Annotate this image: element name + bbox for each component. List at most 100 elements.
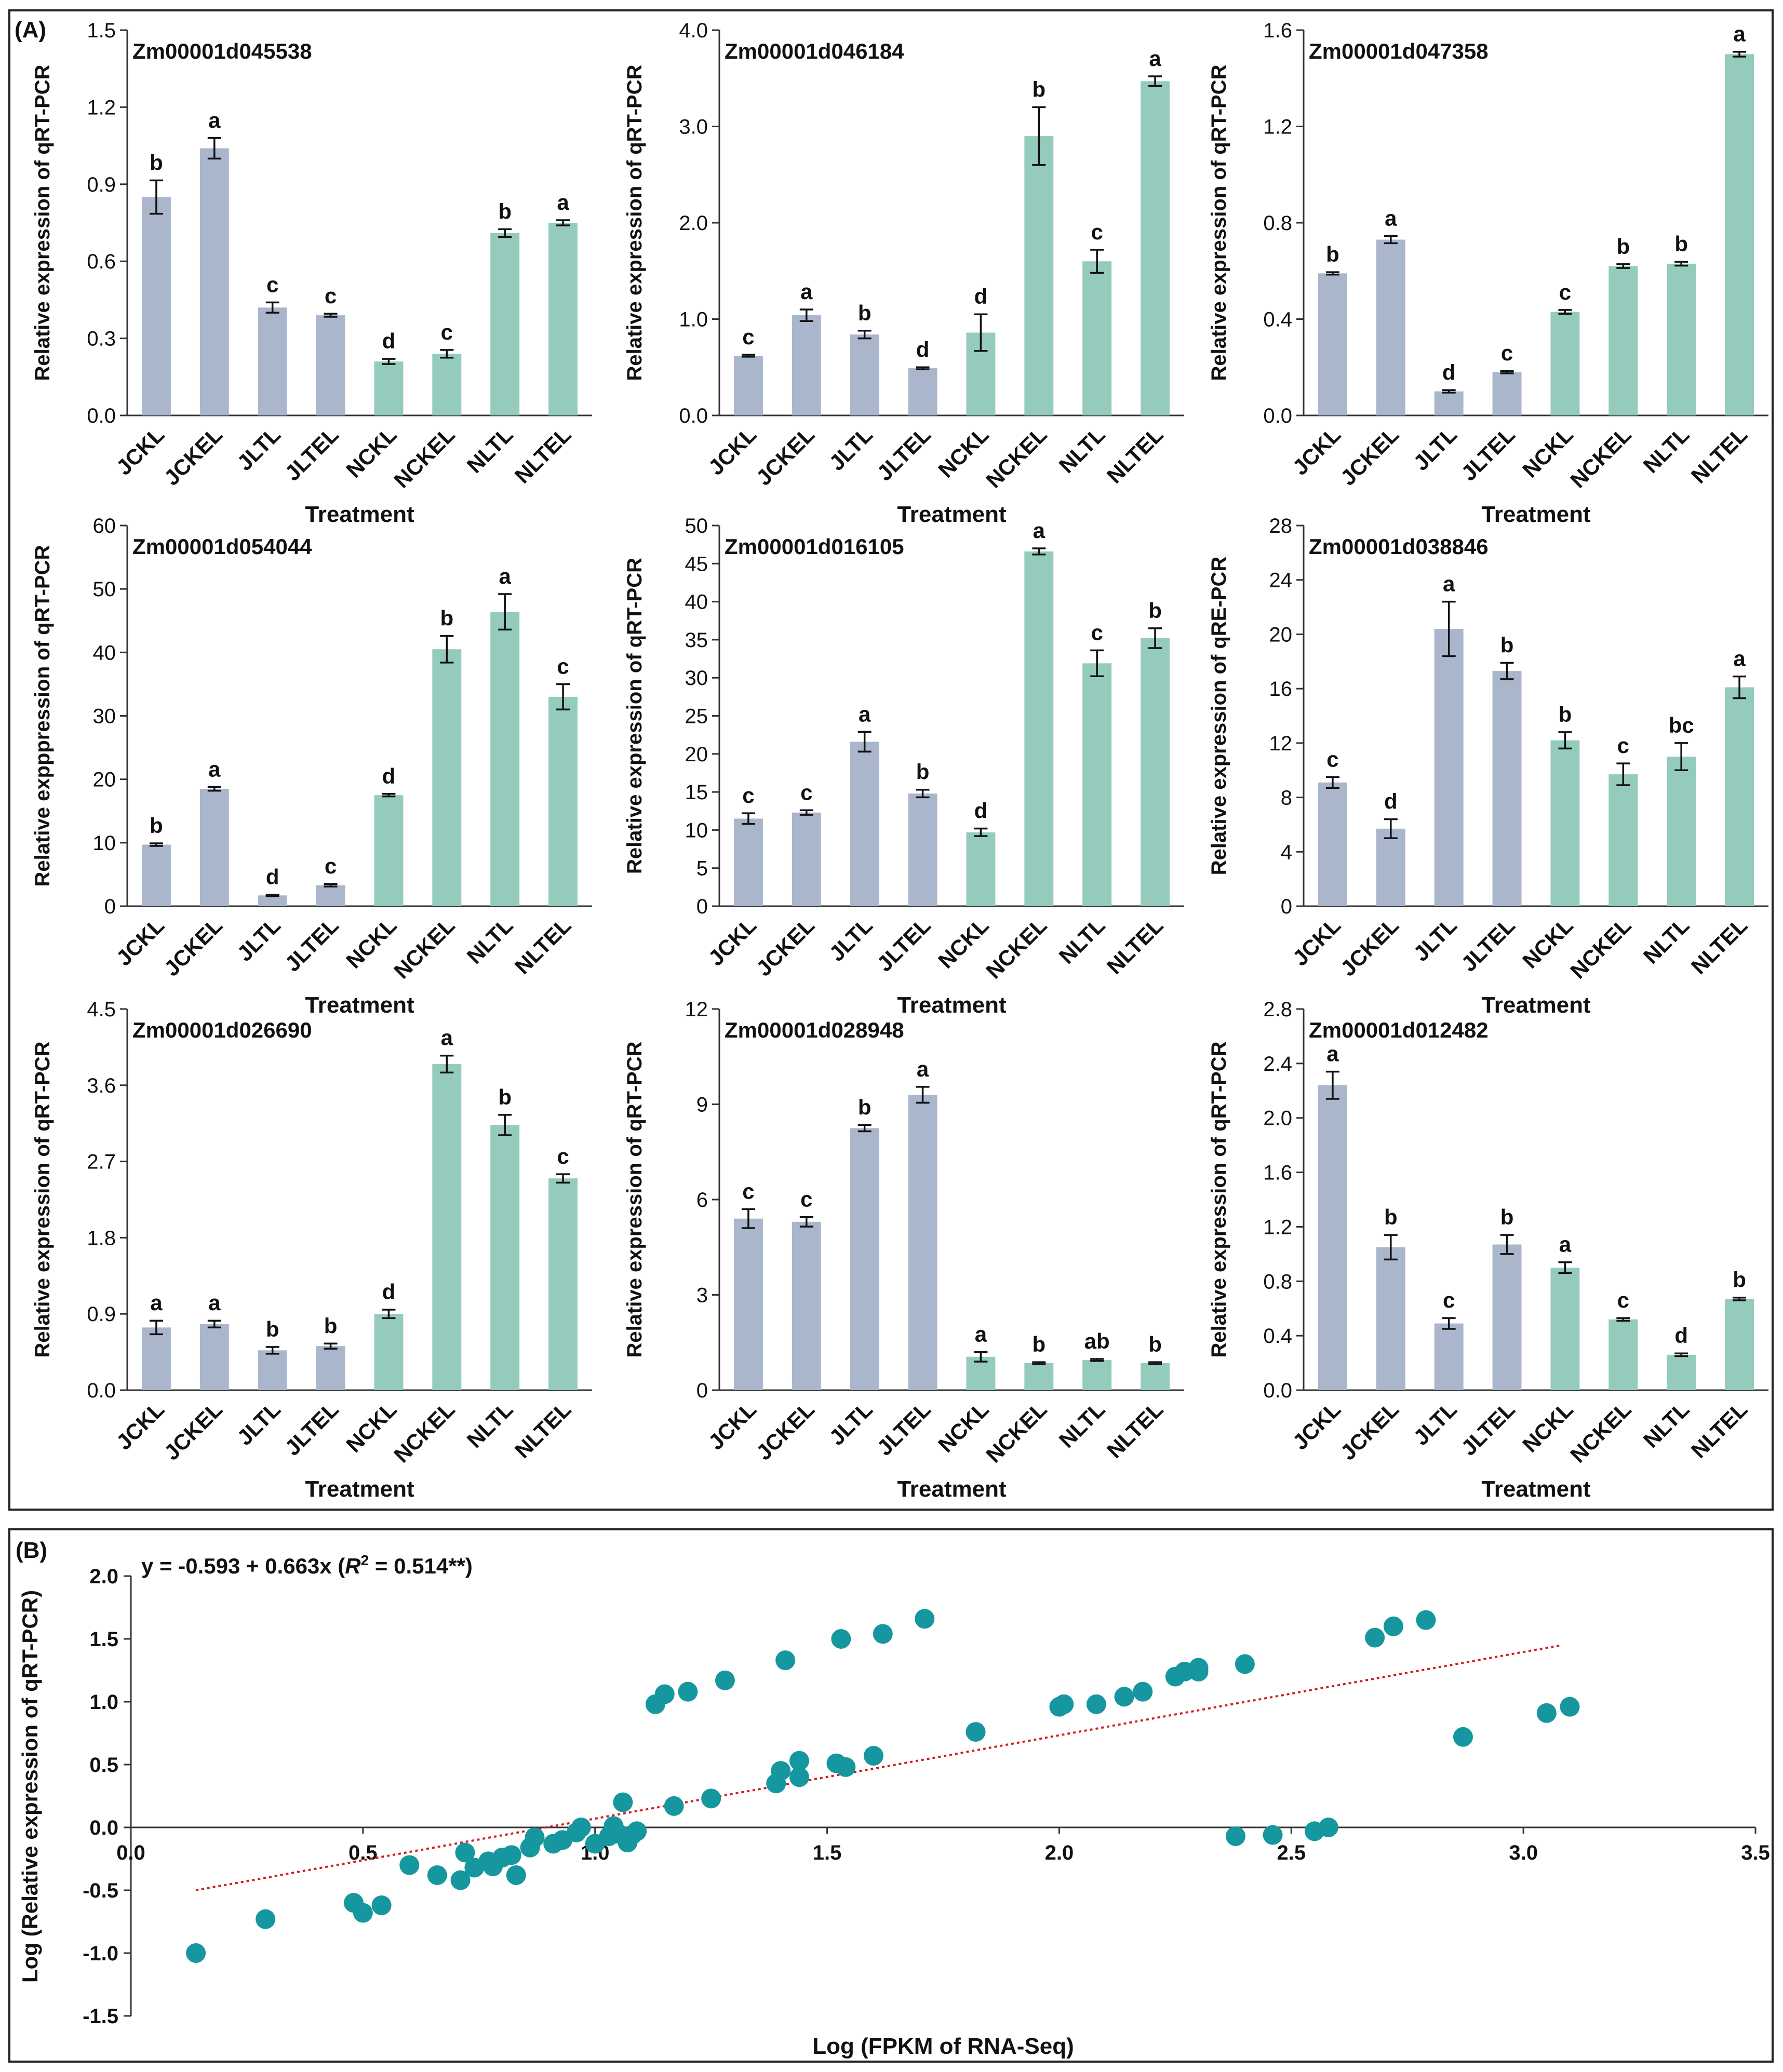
- y-axis-title: Relative expression of qRT-PCR: [31, 1041, 54, 1357]
- scatter-point: [873, 1624, 893, 1644]
- y-tick-label: 40: [685, 591, 708, 614]
- x-tick-label: NLTL: [1054, 913, 1110, 968]
- y-axis-title: Relative expppression of qRT-PCR: [31, 545, 54, 886]
- bar: [432, 649, 462, 906]
- scatter-point: [455, 1842, 475, 1863]
- bar: [792, 1221, 821, 1390]
- scatter-point: [1086, 1694, 1106, 1714]
- bar: [850, 742, 879, 906]
- y-tick-label: 6: [696, 1189, 708, 1212]
- bar: [1667, 757, 1696, 906]
- significance-letter: a: [208, 108, 221, 132]
- significance-letter: b: [1674, 232, 1688, 256]
- bar: [1082, 261, 1112, 415]
- bar-chart-6: 0481216202428cJCKLdJCKELaJLTLbJLTELbNCKL…: [1208, 515, 1768, 1018]
- bar-chart-9: 0.00.40.81.21.62.02.42.8aJCKLbJCKELcJLTL…: [1208, 998, 1768, 1502]
- bar: [316, 885, 345, 906]
- y-tick-label: 0.0: [1263, 405, 1292, 427]
- y-tick-label: 1.5: [89, 1628, 118, 1651]
- x-tick-label: JLTL: [232, 913, 285, 966]
- scatter-point: [627, 1821, 647, 1841]
- y-tick-label: 0: [696, 1379, 708, 1402]
- y-tick-label: 9: [696, 1094, 708, 1116]
- bar: [141, 844, 171, 906]
- scatter-point: [353, 1903, 373, 1923]
- bar: [141, 1327, 171, 1390]
- bar: [1608, 1319, 1638, 1390]
- scatter-point: [1226, 1826, 1246, 1846]
- panel-a-label: (A): [15, 17, 46, 43]
- bar: [490, 612, 520, 906]
- bar: [1141, 1363, 1170, 1390]
- bar: [1608, 266, 1638, 415]
- y-tick-label: 12: [685, 998, 708, 1021]
- bar: [908, 368, 937, 415]
- x-tick-label: JCKEL: [752, 422, 820, 490]
- x-tick-label: NLTEL: [510, 422, 576, 488]
- significance-letter: c: [1443, 1288, 1455, 1312]
- y-tick-label: 1.8: [87, 1227, 116, 1249]
- significance-letter: d: [382, 329, 396, 353]
- x-tick-label: JCKEL: [159, 422, 227, 490]
- scatter-point: [863, 1746, 883, 1766]
- bar: [1318, 273, 1347, 415]
- significance-letter: a: [499, 564, 512, 588]
- y-tick-label: 0.8: [1263, 1270, 1292, 1293]
- significance-letter: b: [1559, 702, 1572, 726]
- x-tick-label: NCKEL: [981, 1397, 1052, 1468]
- y-axis-title: Relative expression of qRE-PCR: [1208, 557, 1230, 876]
- y-tick-label: 0.0: [89, 1817, 118, 1839]
- regression-equation-text: y = -0.593 + 0.663x (: [141, 1554, 345, 1578]
- x-tick-label: NCKEL: [1565, 913, 1636, 984]
- significance-letter: b: [1148, 1332, 1162, 1356]
- significance-letter: c: [1617, 1288, 1629, 1312]
- bar: [258, 895, 287, 906]
- x-tick-label: 1.5: [813, 1841, 842, 1864]
- bar-chart-7: 0.00.91.82.73.64.5aJCKLaJCKELbJLTLbJLTEL…: [31, 998, 592, 1502]
- x-tick-label: JLTEL: [280, 913, 343, 976]
- bar: [374, 795, 404, 906]
- bar: [490, 233, 520, 415]
- scatter-point: [1114, 1687, 1134, 1707]
- x-tick-label: JCKEL: [1336, 1397, 1404, 1465]
- x-tick-label: JLTL: [1409, 913, 1462, 966]
- significance-letter: b: [1500, 633, 1514, 657]
- significance-letter: b: [1032, 77, 1045, 101]
- x-tick-label: JLTEL: [872, 913, 935, 976]
- significance-letter: d: [974, 798, 988, 823]
- y-tick-label: 4.0: [679, 19, 708, 42]
- bar: [1725, 1299, 1754, 1390]
- x-tick-label: JLTL: [1409, 422, 1462, 475]
- x-tick-label: 3.0: [1509, 1841, 1538, 1864]
- bar: [316, 315, 345, 415]
- bar: [792, 315, 821, 415]
- significance-letter: b: [498, 199, 512, 223]
- bar: [1024, 1363, 1054, 1390]
- x-tick-label: NLTEL: [1686, 1397, 1752, 1463]
- bar: [432, 1064, 462, 1390]
- x-tick-label: NCKEL: [981, 913, 1052, 984]
- scatter-point: [1133, 1681, 1153, 1702]
- y-tick-label: 2.0: [679, 212, 708, 235]
- bar: [733, 355, 763, 415]
- y-tick-label: 50: [685, 515, 708, 537]
- y-tick-label: 3.0: [679, 116, 708, 139]
- x-tick-label: JCKEL: [159, 1397, 227, 1465]
- bar: [1376, 1247, 1405, 1390]
- y-tick-label: 1.6: [1263, 1162, 1292, 1185]
- x-axis-title: Treatment: [305, 992, 414, 1018]
- x-tick-label: JCKEL: [1336, 422, 1404, 490]
- x-axis-title: Treatment: [897, 502, 1007, 527]
- bar: [1141, 638, 1170, 906]
- x-tick-label: JLTEL: [872, 1397, 935, 1460]
- scatter-point: [654, 1684, 675, 1704]
- x-tick-label: JCKEL: [1336, 913, 1404, 981]
- significance-letter: a: [557, 190, 569, 214]
- x-tick-label: NCKEL: [1565, 422, 1636, 493]
- x-tick-label: JLTL: [824, 422, 877, 475]
- significance-letter: a: [1385, 206, 1397, 231]
- x-axis-title: Treatment: [305, 1476, 414, 1502]
- x-tick-label: NCKEL: [389, 422, 460, 493]
- y-axis-title: Relative expression of qRT-PCR: [1208, 64, 1230, 381]
- bar: [1492, 671, 1522, 906]
